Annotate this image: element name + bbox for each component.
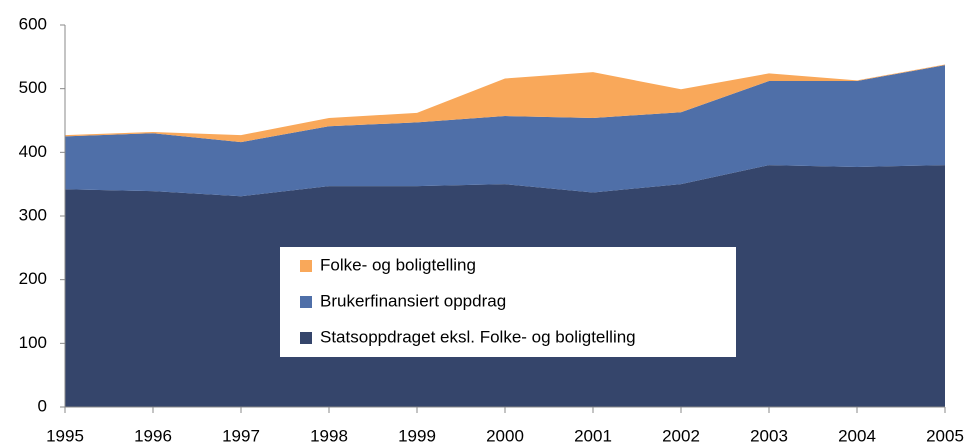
- y-tick-label: 0: [38, 396, 47, 415]
- legend: Folke- og boligtelling Brukerfinansiert o…: [280, 247, 736, 357]
- x-tick-label: 2002: [662, 426, 700, 445]
- legend-swatch: [300, 296, 312, 308]
- x-tick-label: 1997: [222, 426, 260, 445]
- y-tick-label: 200: [19, 269, 47, 288]
- legend-box: [280, 247, 736, 357]
- y-tick-label: 300: [19, 205, 47, 224]
- legend-swatch: [300, 260, 312, 272]
- area: [65, 65, 945, 197]
- legend-label: Folke- og boligtelling: [320, 255, 476, 274]
- x-tick-label: 2000: [486, 426, 524, 445]
- y-tick-label: 600: [19, 14, 47, 33]
- x-tick-label: 1999: [398, 426, 436, 445]
- legend-swatch: [300, 332, 312, 344]
- y-tick-label: 100: [19, 333, 47, 352]
- y-tick-label: 400: [19, 142, 47, 161]
- area: [65, 64, 945, 143]
- x-tick-label: 2005: [926, 426, 964, 445]
- y-tick-label: 500: [19, 78, 47, 97]
- x-tick-label: 2004: [838, 426, 876, 445]
- legend-label: Brukerfinansiert oppdrag: [320, 291, 506, 310]
- x-tick-label: 2003: [750, 426, 788, 445]
- legend-label: Statsoppdraget eksl. Folke- og boligtell…: [320, 327, 636, 346]
- x-tick-label: 2001: [574, 426, 612, 445]
- x-tick-label: 1996: [134, 426, 172, 445]
- x-tick-label: 1995: [46, 426, 84, 445]
- x-tick-label: 1998: [310, 426, 348, 445]
